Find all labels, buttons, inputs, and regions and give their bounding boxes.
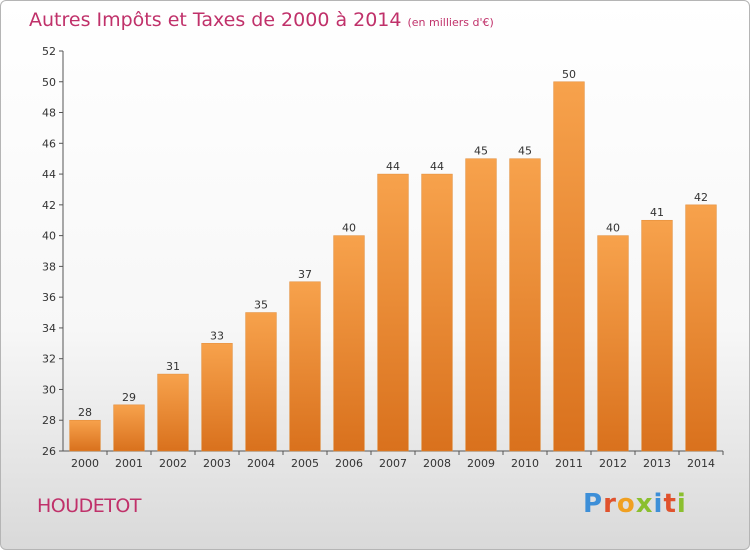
data-label: 41: [650, 206, 664, 219]
bar: [553, 81, 585, 452]
y-tick-label: 26: [42, 445, 56, 458]
x-tick-label: 2004: [247, 457, 275, 470]
bar: [509, 158, 541, 452]
chart-title: Autres Impôts et Taxes de 2000 à 2014: [29, 9, 402, 31]
logo-letter: P: [583, 489, 604, 519]
y-tick-label: 44: [42, 168, 56, 181]
y-tick-label: 50: [42, 76, 56, 89]
data-label: 33: [210, 329, 224, 342]
x-tick-label: 2013: [643, 457, 671, 470]
bar: [201, 343, 233, 452]
data-label: 44: [430, 160, 444, 173]
x-tick-label: 2010: [511, 457, 539, 470]
y-tick-label: 48: [42, 107, 56, 120]
location-name: HOUDETOT: [37, 495, 141, 517]
y-tick-label: 46: [42, 137, 56, 150]
y-tick-label: 32: [42, 353, 56, 366]
x-tick-label: 2002: [159, 457, 187, 470]
bar: [465, 158, 497, 452]
data-label: 31: [166, 360, 180, 373]
data-label: 28: [78, 406, 92, 419]
data-label: 44: [386, 160, 400, 173]
logo-letter: t: [663, 489, 677, 519]
bar: [245, 312, 277, 452]
chart-title-block: Autres Impôts et Taxes de 2000 à 2014 (en…: [29, 9, 494, 31]
data-label: 45: [518, 145, 532, 158]
proxiti-logo[interactable]: Proxiti: [583, 489, 687, 519]
x-tick-label: 2001: [115, 457, 143, 470]
y-tick-label: 34: [42, 322, 56, 335]
bar: [289, 281, 321, 452]
logo-letter: o: [616, 489, 636, 519]
data-label: 40: [342, 222, 356, 235]
chart-subtitle: (en milliers d'€): [407, 16, 494, 29]
data-label: 42: [694, 191, 708, 204]
x-tick-label: 2000: [71, 457, 99, 470]
y-tick-label: 28: [42, 414, 56, 427]
data-label: 37: [298, 268, 312, 281]
data-label: 29: [122, 391, 136, 404]
x-tick-label: 2008: [423, 457, 451, 470]
data-label: 35: [254, 299, 268, 312]
logo-letter: x: [635, 489, 654, 519]
x-tick-label: 2009: [467, 457, 495, 470]
x-tick-label: 2011: [555, 457, 583, 470]
bar: [421, 173, 453, 452]
bar: [69, 419, 101, 452]
bar: [377, 173, 409, 452]
data-label: 50: [562, 68, 576, 81]
bar: [597, 235, 629, 452]
x-tick-label: 2012: [599, 457, 627, 470]
x-tick-label: 2014: [687, 457, 715, 470]
y-tick-label: 30: [42, 383, 56, 396]
data-label: 45: [474, 145, 488, 158]
y-tick-label: 40: [42, 230, 56, 243]
x-tick-label: 2005: [291, 457, 319, 470]
bar: [333, 235, 365, 452]
bar: [157, 373, 189, 452]
logo-letter: i: [653, 489, 664, 519]
bar: [641, 219, 673, 452]
bar: [113, 404, 145, 452]
x-tick-label: 2003: [203, 457, 231, 470]
x-tick-label: 2007: [379, 457, 407, 470]
logo-letter: r: [603, 489, 617, 519]
x-tick-label: 2006: [335, 457, 363, 470]
bar: [685, 204, 717, 452]
y-tick-label: 36: [42, 291, 56, 304]
y-tick-label: 38: [42, 260, 56, 273]
data-label: 40: [606, 222, 620, 235]
y-tick-label: 42: [42, 199, 56, 212]
logo-letter: i: [676, 489, 687, 519]
y-tick-label: 52: [42, 45, 56, 58]
